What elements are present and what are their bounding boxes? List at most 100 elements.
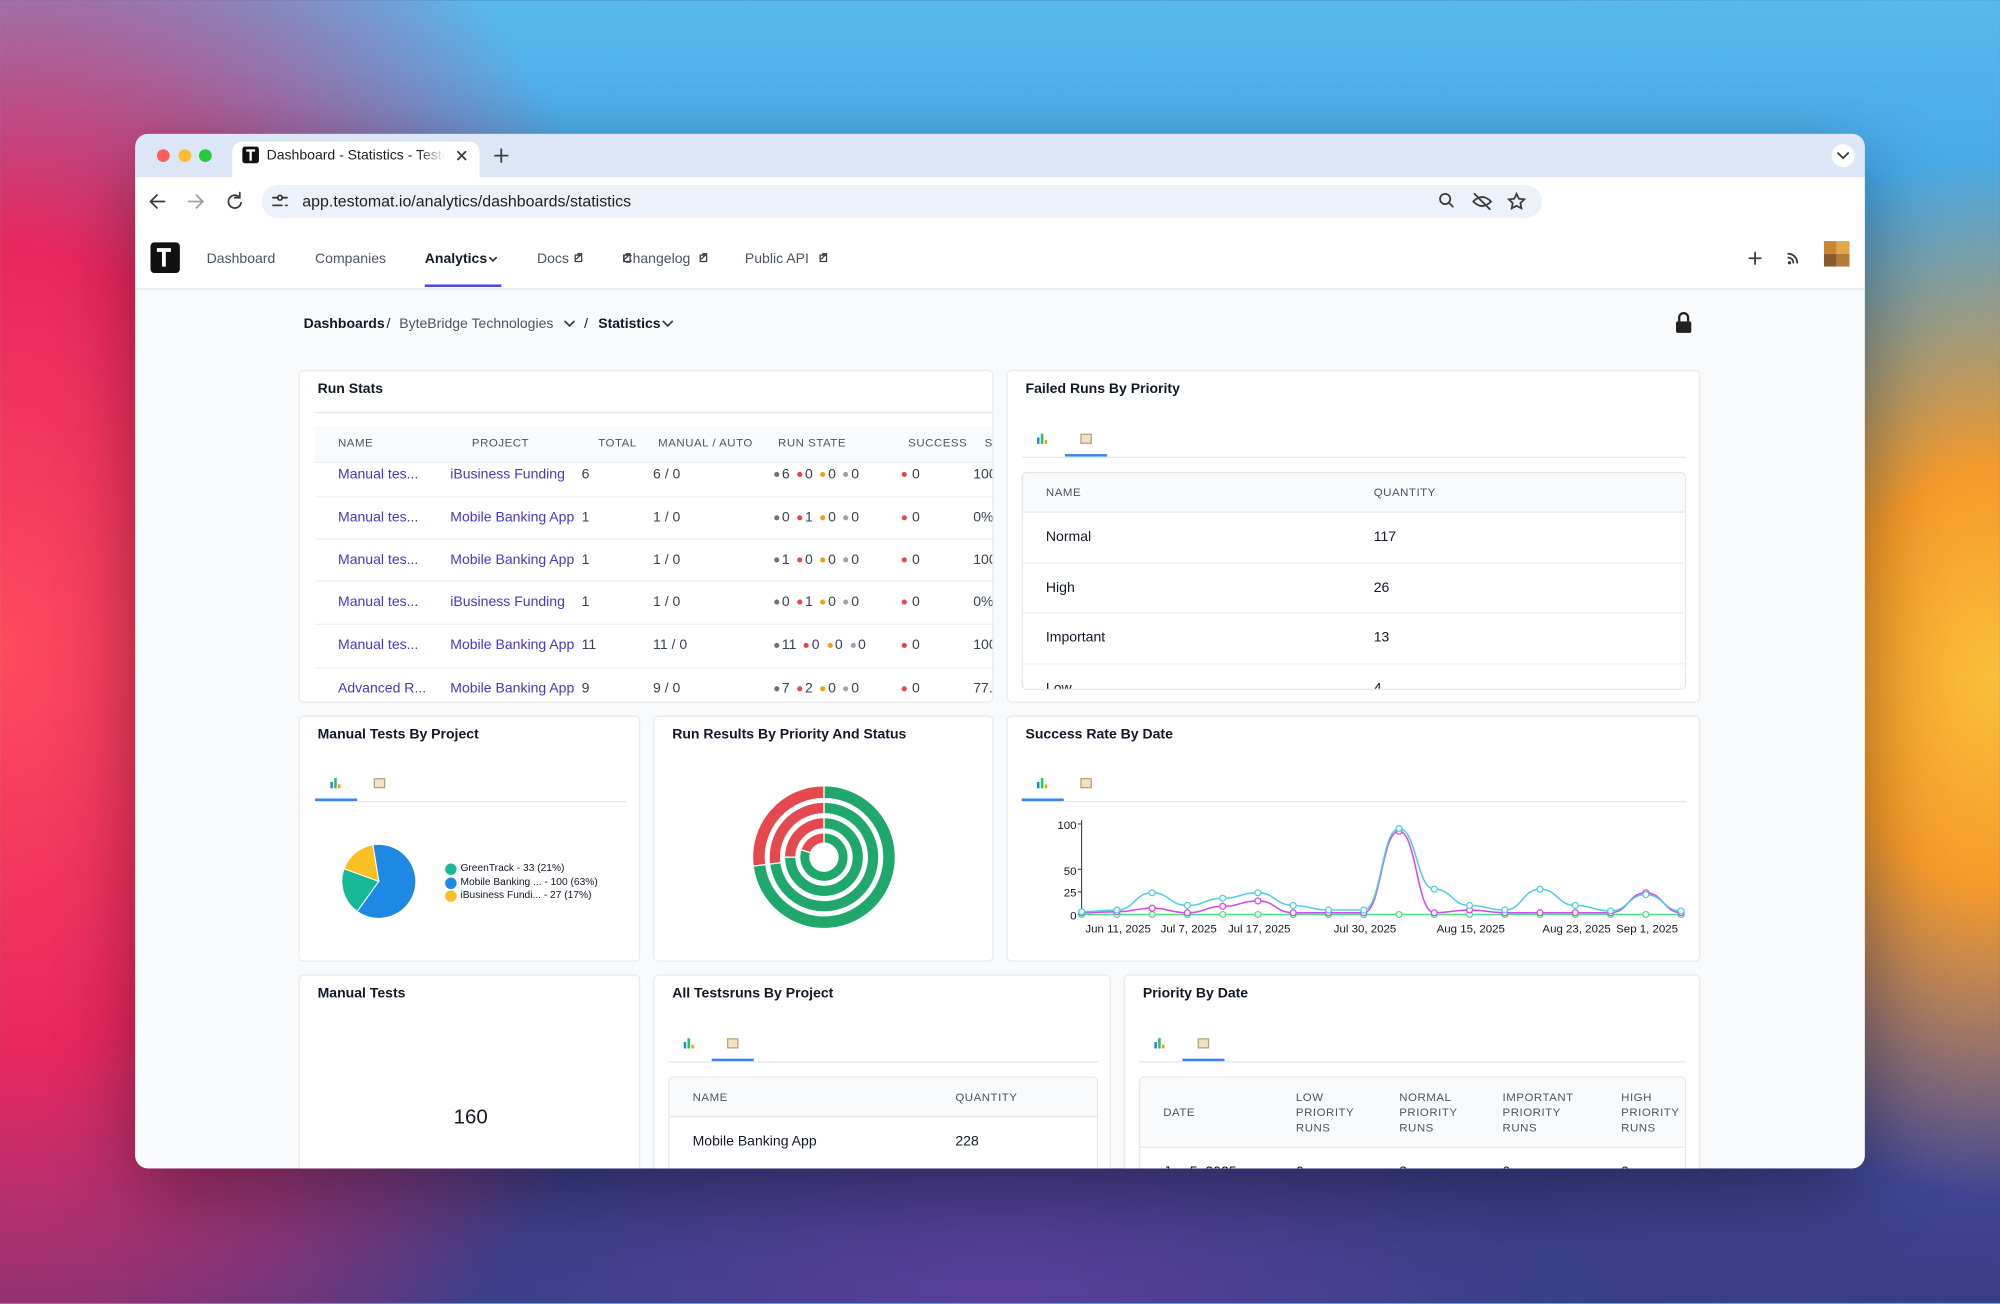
breadcrumb-root[interactable]: Dashboards <box>303 316 385 332</box>
chart-view-tab[interactable] <box>1139 1032 1181 1055</box>
project-link[interactable]: iBusiness Funding <box>450 466 565 483</box>
manual-auto: 1 / 0 <box>653 594 681 610</box>
icon-table <box>373 778 386 789</box>
status-dot <box>901 557 907 563</box>
success-rate: 77.8 <box>973 681 993 697</box>
status-dot <box>797 557 803 563</box>
tab-divider <box>315 801 627 803</box>
row-divider <box>1022 662 1685 664</box>
tab-indicator <box>315 798 358 802</box>
nav-item[interactable]: Docs <box>536 251 569 267</box>
run-name[interactable]: Advanced R... <box>338 681 427 697</box>
total: 1 <box>581 594 590 610</box>
run-name[interactable]: Manual tes... <box>338 466 419 483</box>
icon-bar <box>1161 1044 1165 1049</box>
breadcrumb-separator: / <box>584 316 589 332</box>
project-link[interactable]: Mobile Banking App <box>450 637 575 654</box>
nav-item[interactable]: Dashboard <box>206 251 276 267</box>
success-rate: 100 <box>973 637 992 654</box>
status-count: 0 <box>851 594 860 610</box>
nav-item[interactable]: Analytics <box>424 251 488 267</box>
status-dot <box>901 515 907 521</box>
column-header: NAME <box>338 436 374 449</box>
tab-indicator <box>711 1058 754 1062</box>
table-header <box>1140 1077 1685 1148</box>
table-view-tab[interactable] <box>1065 772 1107 795</box>
table: NAME QUANTITY Mobile Banking App 228 <box>668 1076 1099 1169</box>
tab-divider <box>1021 801 1687 803</box>
chart-view-tab[interactable] <box>1022 427 1064 450</box>
status-count: 0 <box>805 466 813 483</box>
manual-auto: 1 / 0 <box>653 510 681 526</box>
column-header: TOTAL <box>598 436 637 449</box>
column-header: HIGH PRIORITY RUNS <box>1621 1090 1680 1134</box>
nav-item[interactable]: Public API <box>744 251 809 267</box>
card: Manual Tests 160 <box>298 974 641 1169</box>
row-divider <box>315 580 993 582</box>
status-dot <box>843 471 849 478</box>
cell: Jun 5, 2025 <box>1163 1162 1236 1169</box>
cell: 0 <box>1503 1162 1511 1169</box>
status-count: 0 <box>828 681 836 697</box>
card-title: Run Results By Priority And Status <box>672 727 907 743</box>
metric-value: 160 <box>453 1107 488 1129</box>
project-link[interactable]: Mobile Banking App <box>450 510 575 526</box>
chart-view-tab[interactable] <box>668 1032 710 1055</box>
priority-name: Low <box>1045 680 1072 691</box>
divider <box>315 411 993 414</box>
nav-item[interactable]: Companies <box>315 251 387 267</box>
chart-view-tab[interactable] <box>315 772 357 795</box>
row-divider <box>1022 561 1685 564</box>
breadcrumb-company[interactable]: ByteBridge Technologies <box>399 316 554 332</box>
run-name[interactable]: Manual tes... <box>338 594 419 610</box>
column-header: NAME <box>1045 485 1082 499</box>
quantity: 4 <box>1373 680 1382 691</box>
column-header: SUCCESS <box>908 436 968 449</box>
status-dot <box>797 599 803 605</box>
failed-count: 0 <box>911 552 920 568</box>
table-view-tab[interactable] <box>358 772 400 795</box>
project-link[interactable]: iBusiness Funding <box>450 594 565 610</box>
tab[interactable] <box>232 141 480 178</box>
project-link[interactable]: Mobile Banking App <box>450 681 575 697</box>
run-name[interactable]: Manual tes... <box>338 510 419 526</box>
card: Success Rate By Date 0 25 50 100 Jun 11, 2025… <box>1006 715 1701 962</box>
status-dot <box>774 557 780 563</box>
card-title: Success Rate By Date <box>1025 727 1173 743</box>
status-dot <box>774 642 780 648</box>
status-count: 0 <box>805 552 813 568</box>
status-count: 1 <box>805 510 813 526</box>
tab-indicator <box>1065 454 1108 457</box>
table-header <box>669 1077 1097 1118</box>
table-view-tab[interactable] <box>712 1032 754 1055</box>
url[interactable]: app.testomat.io/analytics/dashboards/sta… <box>302 192 632 211</box>
address-bar[interactable] <box>261 184 1543 219</box>
status-dot <box>827 642 833 648</box>
run-name[interactable]: Manual tes... <box>338 637 419 654</box>
breadcrumb-page[interactable]: Statistics <box>598 316 661 332</box>
status-count: 0 <box>851 552 860 568</box>
chart-view-tab[interactable] <box>1022 772 1064 795</box>
table-view-tab[interactable] <box>1182 1032 1224 1055</box>
project-link[interactable]: Mobile Banking App <box>450 552 575 568</box>
status-count: 7 <box>781 681 790 697</box>
legend-swatch <box>445 863 457 875</box>
run-name[interactable]: Manual tes... <box>338 552 419 568</box>
icon-bar <box>687 1038 691 1049</box>
nav-item[interactable]: Changelog <box>622 251 691 267</box>
quantity: 117 <box>1373 529 1397 545</box>
status-count: 0 <box>851 510 860 526</box>
status-dot <box>774 471 780 478</box>
tab-title[interactable]: Dashboard - Statistics - Testo <box>266 147 446 164</box>
table-view-tab[interactable] <box>1065 427 1107 450</box>
status-dot <box>901 599 907 605</box>
success-rate: 0% <box>973 510 994 526</box>
column-header: IMPORTANT PRIORITY RUNS <box>1502 1090 1574 1134</box>
status-dot <box>774 515 780 521</box>
card-title: Priority By Date <box>1142 985 1249 1002</box>
row-divider <box>1022 612 1685 614</box>
icon-bar <box>1040 433 1044 444</box>
